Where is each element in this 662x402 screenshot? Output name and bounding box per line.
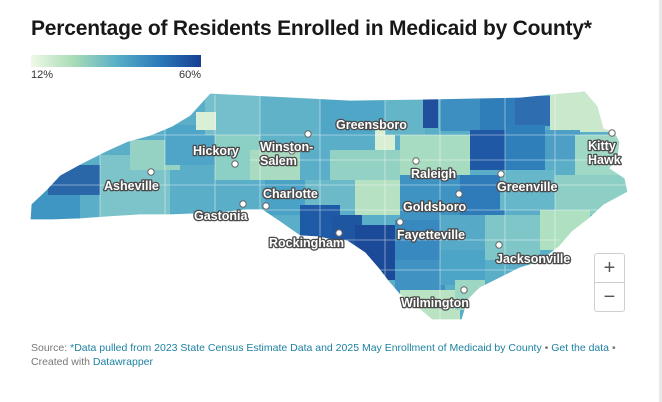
city-label-hickory: Hickory xyxy=(193,144,239,158)
city-label-jacksonville: Jacksonville xyxy=(496,252,570,266)
city-dot-winston-salem xyxy=(288,147,296,155)
city-label-greenville: Greenville xyxy=(497,180,557,194)
footer-separator-1: • xyxy=(544,342,549,354)
datawrapper-link[interactable]: Datawrapper xyxy=(92,356,153,368)
city-dot-fayetteville xyxy=(396,218,404,226)
city-dot-rockingham xyxy=(335,229,343,237)
city-label-rockingham: Rockingham xyxy=(269,236,344,250)
city-dot-kitty-hawk xyxy=(608,129,616,137)
city-dot-asheville xyxy=(147,168,155,176)
city-label-fayetteville: Fayetteville xyxy=(397,228,465,242)
footer-separator-2: • xyxy=(611,342,616,354)
city-dot-greensboro xyxy=(304,130,312,138)
city-label-raleigh: Raleigh xyxy=(411,167,456,181)
chart-footer: Source: *Data pulled from 2023 State Cen… xyxy=(31,341,621,369)
source-link[interactable]: *Data pulled from 2023 State Census Esti… xyxy=(70,342,542,354)
city-dot-jacksonville xyxy=(495,241,503,249)
city-label-kitty-hawk: Kitty Hawk xyxy=(588,139,621,167)
legend-min-label: 12% xyxy=(31,69,54,81)
county-layer xyxy=(30,91,628,320)
city-dot-hickory xyxy=(231,160,239,168)
city-label-gastonia: Gastonia xyxy=(194,209,249,223)
city-markers xyxy=(147,129,616,294)
zoom-in-button[interactable]: + xyxy=(603,256,616,279)
source-prefix: Source: xyxy=(31,342,68,354)
get-data-link[interactable]: Get the data xyxy=(551,342,610,354)
created-with-text: Created with xyxy=(31,356,90,368)
right-divider xyxy=(659,0,662,402)
city-label-greensboro: Greensboro xyxy=(336,118,407,132)
city-dot-gastonia xyxy=(239,200,247,208)
zoom-controls: + − xyxy=(594,253,625,312)
city-label-winston-salem: Winston-Salem xyxy=(260,140,313,168)
city-labels: Greensboro Hickory Winston-Salem Raleigh Kit… xyxy=(103,117,622,312)
city-label-asheville: Asheville xyxy=(104,179,159,193)
chart-title: Percentage of Residents Enrolled in Medi… xyxy=(31,17,592,40)
city-dot-raleigh xyxy=(412,157,420,165)
county-borders xyxy=(30,92,628,320)
color-legend: 12% 60% xyxy=(31,55,201,81)
city-label-goldsboro: Goldsboro xyxy=(403,200,467,214)
city-dot-charlotte xyxy=(262,202,270,210)
legend-gradient xyxy=(31,55,201,67)
city-dot-wilmington xyxy=(460,286,468,294)
city-dot-greenville xyxy=(497,170,505,178)
city-label-charlotte: Charlotte xyxy=(263,187,318,201)
legend-max-label: 60% xyxy=(178,69,201,81)
city-dot-goldsboro xyxy=(455,190,463,198)
zoom-out-button[interactable]: − xyxy=(595,282,624,311)
city-label-wilmington: Wilmington xyxy=(401,296,469,310)
